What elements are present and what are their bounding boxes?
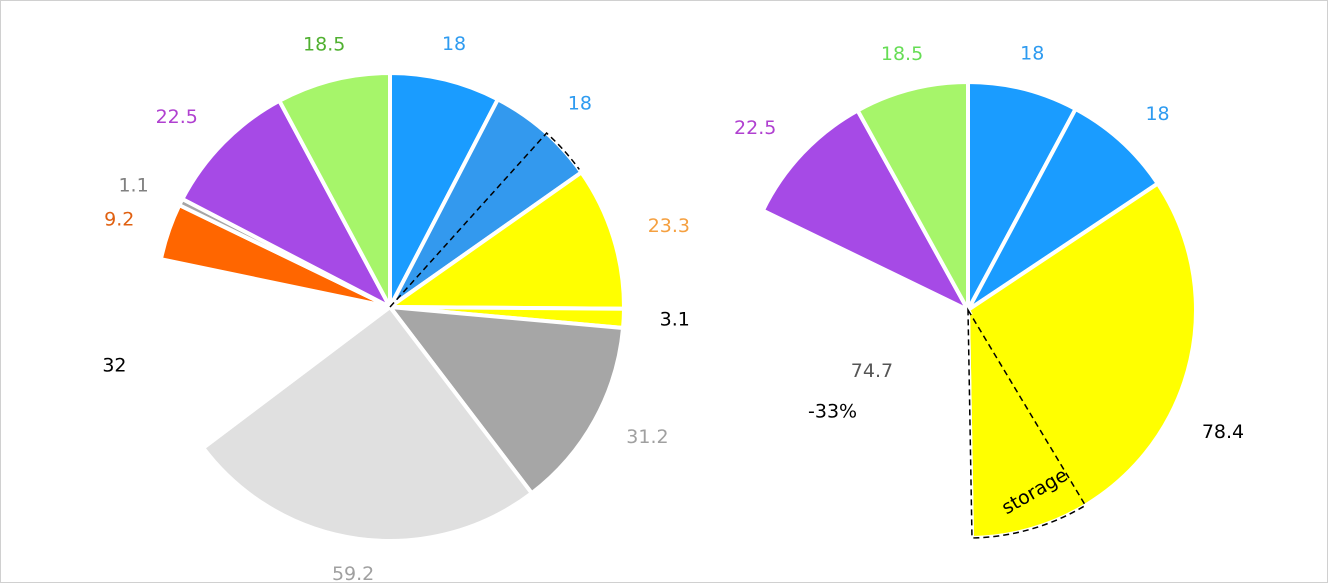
pie-slice	[738, 207, 975, 540]
pie-slice	[383, 169, 626, 311]
data-label: 1.1	[118, 174, 148, 196]
pie-slice	[385, 304, 626, 496]
pie-slice	[179, 98, 395, 312]
data-label: 78.4	[1202, 421, 1244, 443]
annotation: -33%	[808, 401, 857, 423]
pie-slice	[154, 256, 395, 451]
pie-slice	[388, 70, 501, 308]
data-label: 18	[568, 92, 592, 114]
pie-slice	[200, 304, 535, 543]
data-label: 31.2	[626, 426, 668, 448]
data-label: 18.5	[881, 43, 923, 65]
data-label: 3.1	[660, 309, 690, 331]
dashed-outline	[389, 132, 580, 308]
pie-slice	[760, 107, 973, 315]
data-label: 18	[1145, 103, 1169, 125]
data-label: 32	[102, 354, 126, 376]
data-label: 22.5	[156, 106, 198, 128]
data-label: 18.5	[303, 34, 345, 56]
dashed-outline	[967, 307, 1087, 539]
data-label: 23.3	[648, 215, 690, 237]
data-label: 22.5	[734, 117, 776, 139]
data-label: 18	[1020, 42, 1044, 64]
pie-slice	[388, 96, 585, 309]
pie-slice	[966, 79, 1079, 311]
data-label: 74.7	[851, 360, 893, 382]
data-label: 59.2	[332, 563, 374, 583]
data-label: 9.2	[104, 209, 134, 231]
data-label: 18	[442, 33, 466, 55]
pie-slice	[276, 70, 392, 308]
pie-slice	[966, 106, 1161, 312]
pie-slice	[854, 79, 970, 311]
